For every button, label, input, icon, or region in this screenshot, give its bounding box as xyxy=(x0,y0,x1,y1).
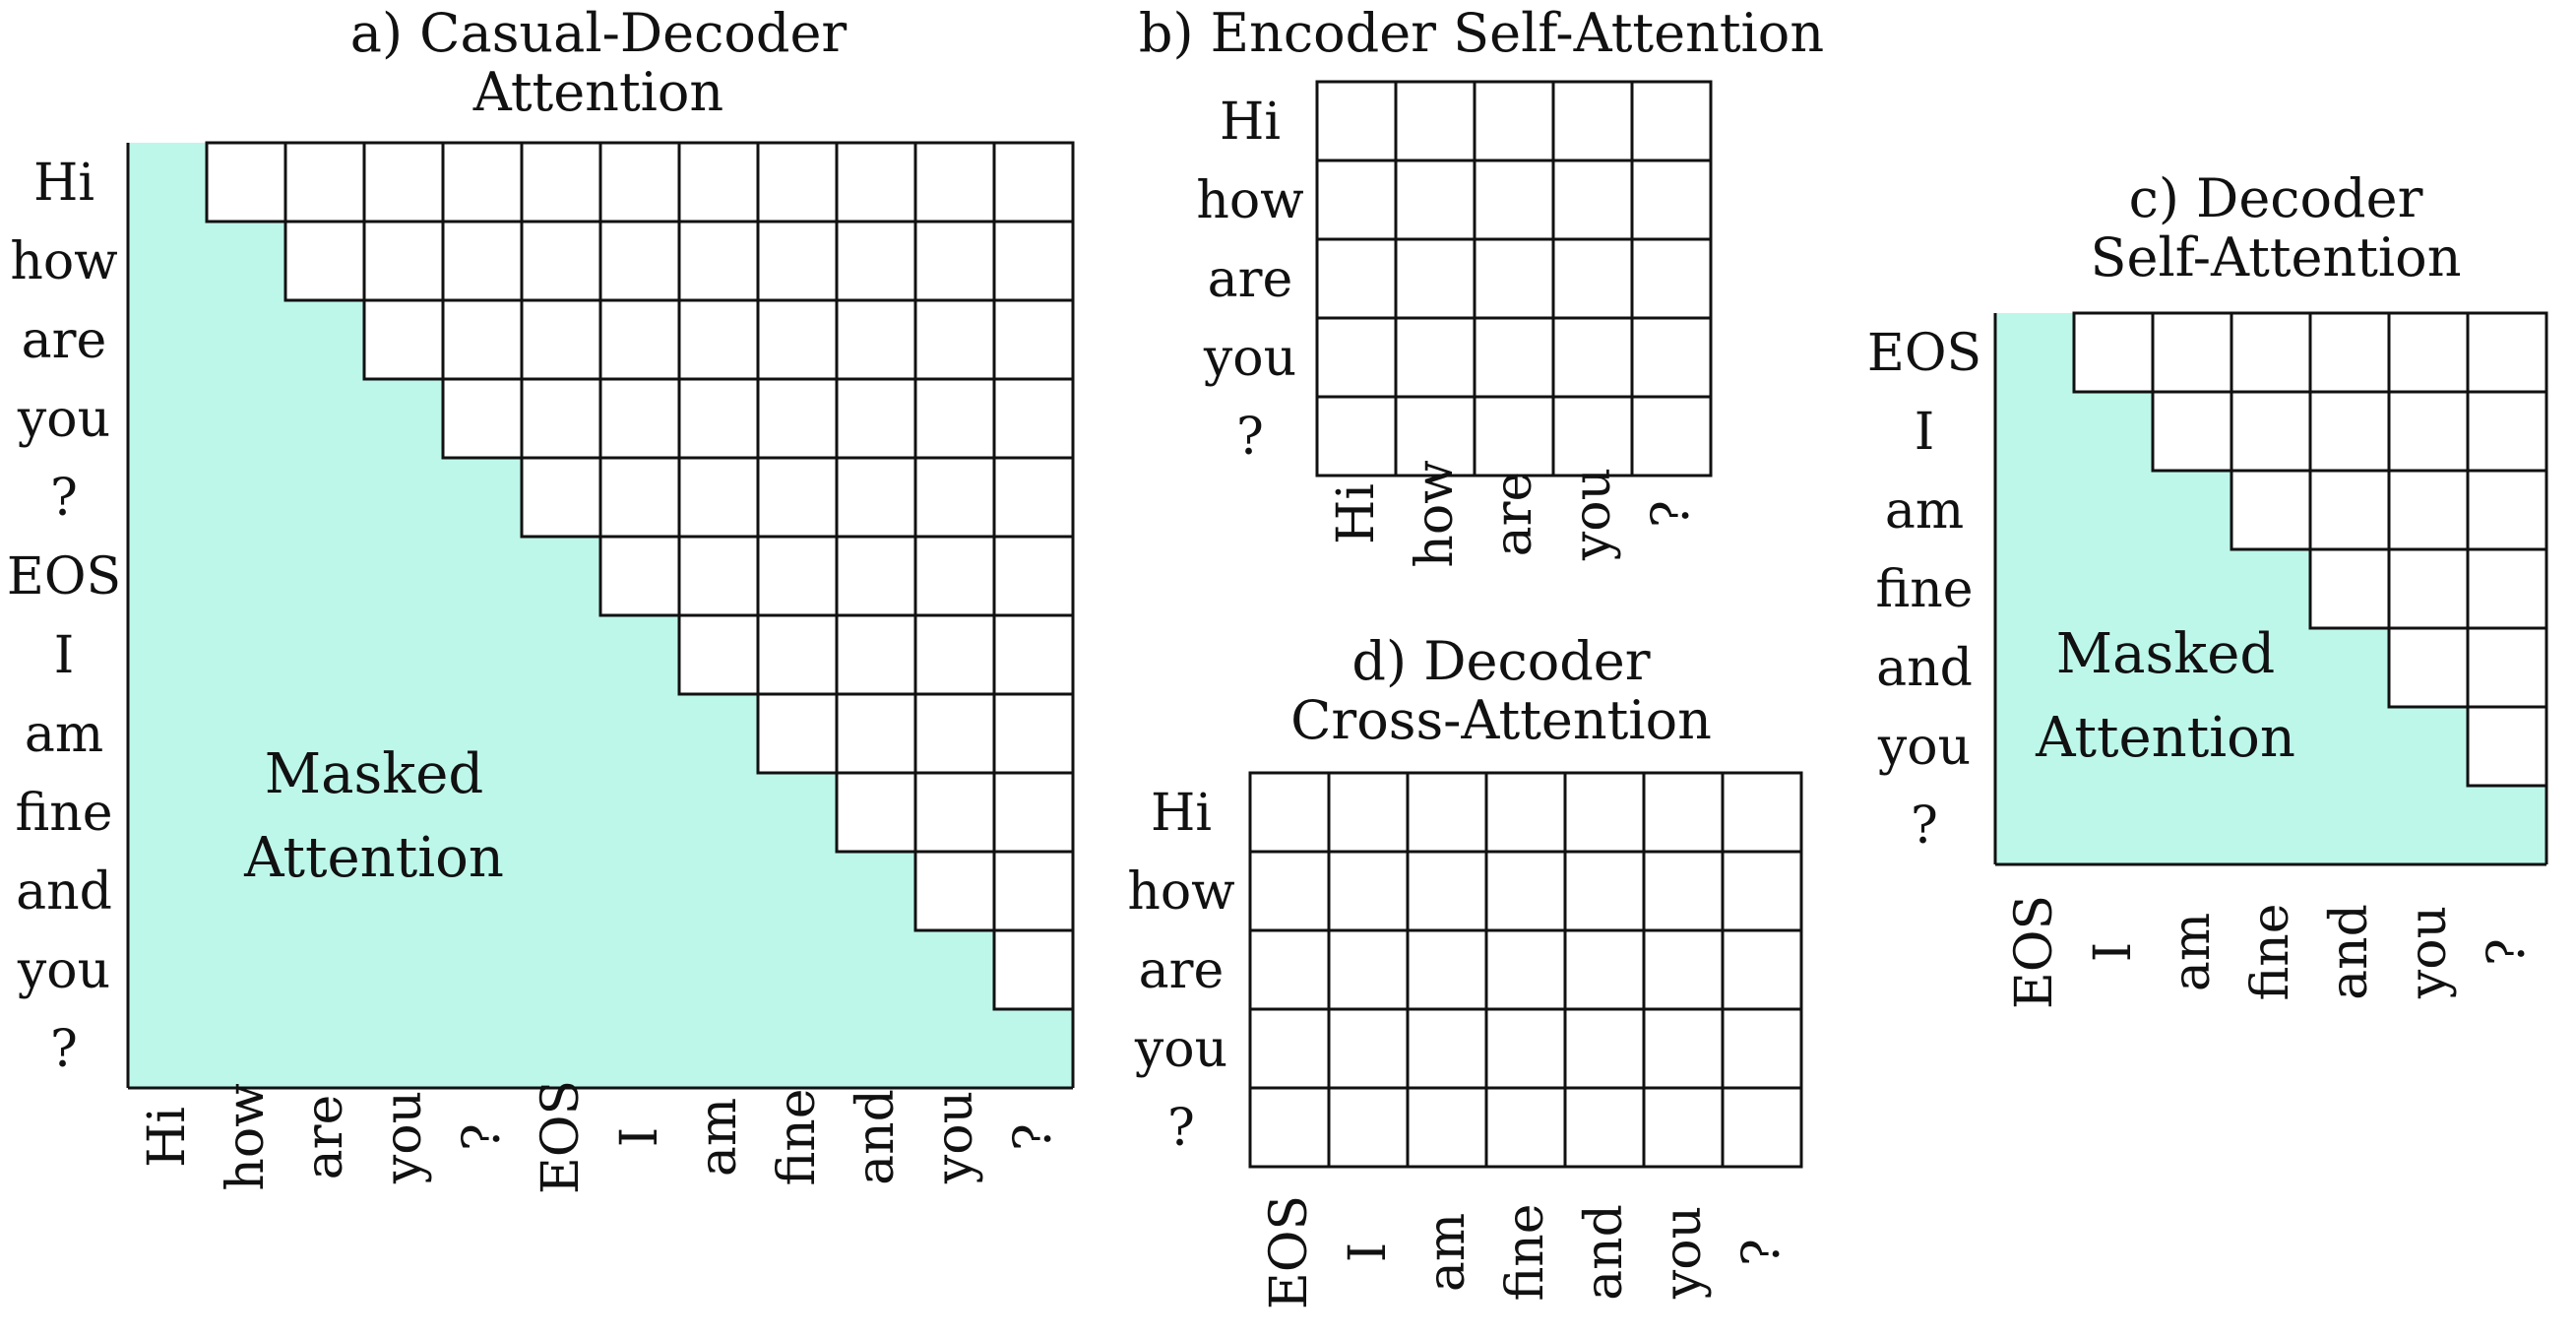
row-label: ? xyxy=(1236,408,1264,467)
row-label: ? xyxy=(50,469,78,528)
panel-title-c: c) Decoder xyxy=(2129,167,2423,229)
row-label: are xyxy=(1139,941,1225,1000)
row-label: EOS xyxy=(7,547,121,606)
column-label: fine xyxy=(1496,1204,1555,1302)
column-label: I xyxy=(610,1127,669,1148)
column-label: I xyxy=(1339,1242,1398,1263)
row-label: I xyxy=(1915,403,1935,462)
row-label: how xyxy=(1196,171,1303,230)
panel-title-c: Self-Attention xyxy=(2091,226,2462,288)
row-label: and xyxy=(16,862,112,922)
column-label: and xyxy=(2320,904,2379,1000)
masked-attention-label: Masked xyxy=(265,742,483,806)
panel-title-d: d) Decoder xyxy=(1351,630,1650,692)
row-label: you xyxy=(1203,329,1296,388)
column-label: am xyxy=(689,1098,748,1177)
column-label: fine xyxy=(768,1089,827,1186)
column-label: and xyxy=(847,1089,906,1185)
row-label: fine xyxy=(1876,560,1974,619)
column-label: am xyxy=(2163,913,2222,991)
panel-title-b: b) Encoder Self-Attention xyxy=(1139,2,1824,64)
column-label: you xyxy=(925,1091,984,1184)
row-label: am xyxy=(25,705,103,764)
row-label: are xyxy=(1208,250,1293,309)
masked-region-c xyxy=(1995,313,2546,864)
attention-cell xyxy=(1630,395,1713,478)
row-label: how xyxy=(10,232,117,291)
row-label: Hi xyxy=(1220,93,1281,152)
column-label: ? xyxy=(1642,500,1701,528)
column-label: ? xyxy=(2478,938,2537,966)
column-label: are xyxy=(1484,472,1543,557)
row-label: Hi xyxy=(33,154,94,213)
column-label: are xyxy=(295,1095,354,1180)
panel-title-d: Cross-Attention xyxy=(1290,689,1712,751)
masked-attention-label: Attention xyxy=(243,826,504,890)
column-label: I xyxy=(2084,942,2143,963)
panel-a: a) Casual-DecoderAttentionMaskedAttentio… xyxy=(7,2,1075,1194)
row-label: you xyxy=(17,390,110,449)
row-label: you xyxy=(1134,1020,1227,1079)
column-label: you xyxy=(374,1091,433,1184)
row-label: ? xyxy=(1911,796,1938,856)
panel-title-a: Attention xyxy=(472,61,723,123)
row-label: EOS xyxy=(1867,324,1981,383)
row-label: and xyxy=(1876,639,1973,698)
masked-attention-label: Attention xyxy=(2035,706,2295,770)
column-label: EOS xyxy=(532,1080,591,1194)
panel-title-a: a) Casual-Decoder xyxy=(350,2,848,64)
row-label: Hi xyxy=(1151,784,1212,843)
row-label: how xyxy=(1127,862,1234,922)
row-label: am xyxy=(1885,481,1964,541)
row-label: you xyxy=(17,941,110,1000)
column-label: ? xyxy=(1004,1123,1063,1151)
column-label: EOS xyxy=(2005,895,2064,1009)
column-label: ? xyxy=(1732,1239,1791,1266)
column-label: and xyxy=(1575,1204,1634,1301)
row-label: ? xyxy=(1167,1099,1195,1158)
column-label: Hi xyxy=(1327,483,1386,544)
row-label: are xyxy=(22,311,107,370)
column-label: you xyxy=(2399,906,2458,999)
attention-cell xyxy=(1721,1086,1803,1169)
masked-attention-label: Masked xyxy=(2056,622,2275,686)
row-label: ? xyxy=(50,1020,78,1079)
column-label: ? xyxy=(453,1123,512,1151)
column-label: you xyxy=(1563,468,1622,561)
row-label: fine xyxy=(16,784,113,843)
column-label: how xyxy=(217,1083,276,1190)
panels-layer: a) Casual-DecoderAttentionMaskedAttentio… xyxy=(7,2,2548,1309)
column-label: Hi xyxy=(138,1107,197,1168)
column-label: you xyxy=(1654,1206,1713,1300)
column-label: fine xyxy=(2241,904,2300,1001)
column-label: EOS xyxy=(1260,1195,1319,1309)
row-label: I xyxy=(54,626,75,685)
column-label: am xyxy=(1417,1213,1476,1292)
column-label: how xyxy=(1406,460,1465,567)
row-label: you xyxy=(1877,718,1971,777)
